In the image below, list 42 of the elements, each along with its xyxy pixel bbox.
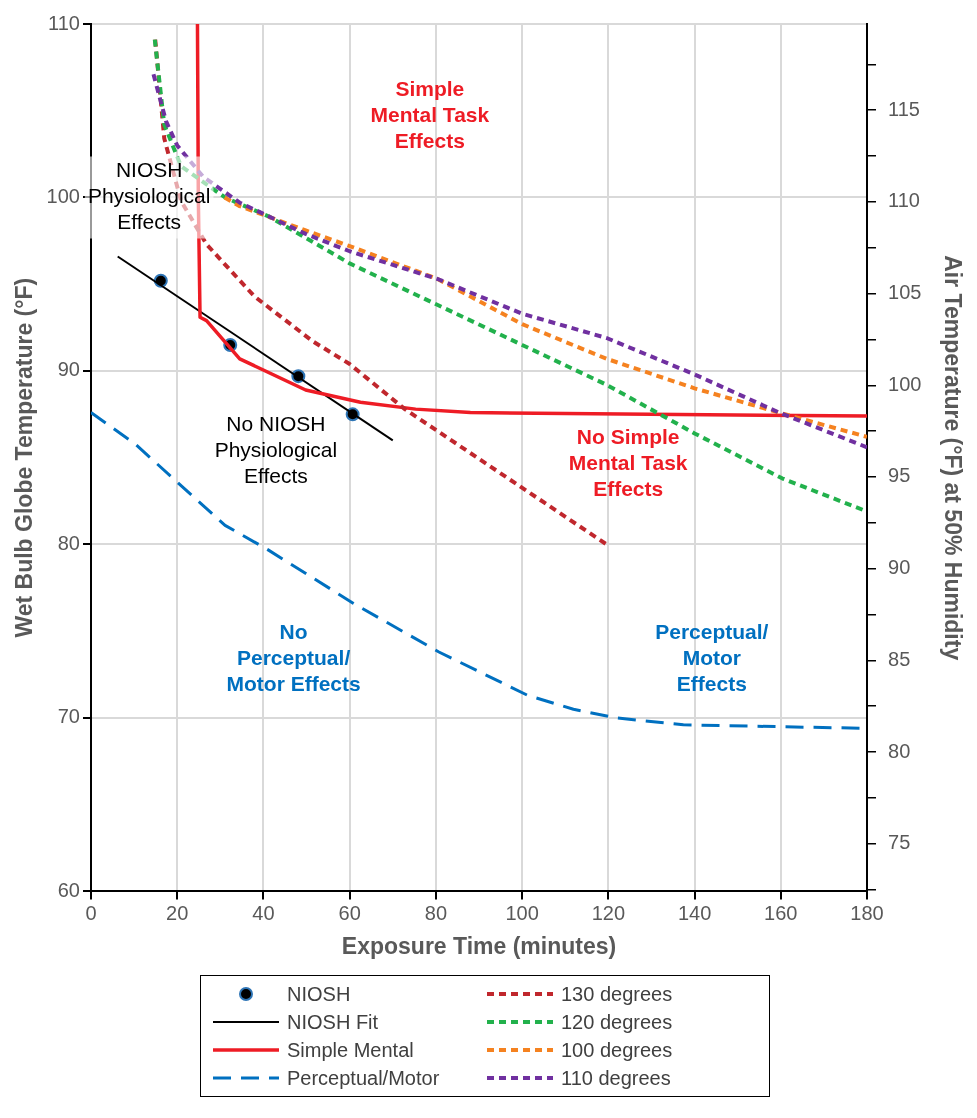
y2-tick-label: 80	[888, 739, 911, 762]
x-tick-label: 120	[591, 901, 626, 924]
y2-tick-label: 115	[888, 97, 920, 120]
y2-tick-label: 85	[888, 647, 911, 670]
annotation: No NIOSH Physiological Effects	[214, 411, 338, 487]
y-tick-label: 60	[57, 878, 80, 901]
x-tick-label: 80	[424, 901, 448, 924]
legend-label: NIOSH Fit	[287, 1010, 379, 1034]
y-tick-label: 110	[48, 11, 80, 34]
y2-tick-label: 110	[888, 189, 920, 212]
y2-tick-label: 100	[888, 372, 922, 395]
legend-label: NIOSH	[287, 982, 351, 1006]
y-tick-label: 90	[57, 358, 80, 381]
x-tick-label: 180	[850, 901, 884, 924]
legend-label: 110 degrees	[561, 1066, 671, 1090]
legend-label: 100 degrees	[561, 1038, 673, 1062]
legend-label: 120 degrees	[561, 1010, 673, 1034]
legend-label: Simple Mental	[287, 1038, 414, 1062]
x-axis-title: Exposure Time (minutes)	[341, 932, 617, 959]
y2-tick-label: 95	[888, 464, 911, 487]
x-tick-label: 100	[505, 901, 539, 924]
y-axis-title: Wet Bulb Globe Temperature (°F)	[11, 277, 38, 638]
annotation: Simple Mental Task Effects	[370, 76, 490, 152]
x-tick-label: 160	[764, 901, 798, 924]
annotation: No Perceptual/ Motor Effects	[226, 619, 361, 695]
y-tick-label: 100	[46, 185, 80, 207]
y2-tick-label: 105	[888, 281, 922, 304]
legend-label: Perceptual/Motor	[287, 1066, 440, 1090]
y2-tick-label: 75	[888, 831, 911, 854]
y2-tick-label: 90	[888, 556, 911, 579]
x-tick-label: 40	[252, 901, 275, 924]
y2-axis-title: Air Temperature (°F) at 50% Humidity	[939, 255, 966, 661]
y-tick-label: 80	[57, 531, 80, 554]
legend-label: 130 degrees	[561, 982, 673, 1006]
x-tick-label: 20	[166, 901, 189, 924]
x-tick-label: 60	[338, 901, 361, 924]
annotation: NIOSH Physiological Effects	[87, 158, 211, 234]
y-tick-label: 70	[57, 705, 80, 728]
x-tick-label: 140	[677, 901, 712, 924]
x-tick-label: 0	[85, 901, 97, 924]
annotation: Perceptual/ Motor Effects	[655, 619, 769, 695]
annotation: No Simple Mental Task Effects	[568, 425, 688, 501]
